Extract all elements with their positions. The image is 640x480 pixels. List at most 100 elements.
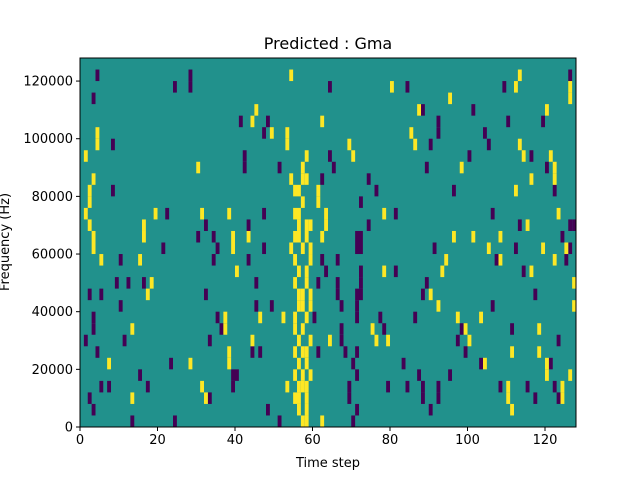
heatmap-cell-high <box>304 150 309 162</box>
heatmap-cell-high <box>390 81 394 93</box>
plot-area <box>79 57 577 428</box>
heatmap-cell-high <box>548 150 553 162</box>
y-tick-label: 120000 <box>23 75 73 90</box>
heatmap-cell-low <box>393 265 398 278</box>
heatmap-cell-high <box>138 254 143 266</box>
heatmap-cell-low <box>355 346 360 358</box>
heatmap-cell-low <box>335 277 340 289</box>
heatmap-cell-low <box>529 150 534 162</box>
heatmap-cell-high <box>564 242 569 255</box>
heatmap-cell-low <box>250 346 255 358</box>
heatmap-cell-low <box>355 230 360 243</box>
heatmap-cell-low <box>471 104 476 116</box>
heatmap-cell-low <box>401 357 406 370</box>
heatmap-cell-low <box>87 288 92 301</box>
heatmap-cell-low <box>219 323 224 335</box>
heatmap-cell-high <box>304 392 309 404</box>
heatmap-cell-high <box>142 219 146 231</box>
heatmap-cell-low <box>320 254 325 266</box>
heatmap-cell-high <box>188 357 193 370</box>
heatmap-cell-low <box>351 357 356 370</box>
heatmap-cell-high <box>537 323 542 335</box>
heatmap-cell-high <box>300 161 305 174</box>
heatmap-cell-high <box>479 311 484 324</box>
heatmap-cell-low <box>316 277 321 289</box>
heatmap-cell-low <box>548 357 553 370</box>
heatmap-cell-low <box>556 392 561 404</box>
heatmap-cell-high <box>297 380 301 393</box>
heatmap-cell-low <box>564 254 569 266</box>
heatmap-cell-high <box>529 265 534 278</box>
heatmap-cell-low <box>448 369 453 381</box>
heatmap-cell-low <box>355 369 360 381</box>
heatmap-cell-low <box>533 288 538 301</box>
y-tick-label: 40000 <box>32 305 73 320</box>
heatmap-cell-low <box>428 403 433 416</box>
heatmap-cell-high <box>498 254 503 266</box>
heatmap-cell-high <box>374 334 379 347</box>
y-tick-label: 80000 <box>32 190 73 205</box>
heatmap-cell-low <box>130 415 135 427</box>
heatmap-cell-high <box>231 230 236 243</box>
heatmap-cell-high <box>351 150 356 162</box>
chart-title: Predicted : Gma <box>264 34 392 53</box>
heatmap-cell-low <box>490 300 495 312</box>
heatmap-cell-low <box>114 277 119 289</box>
heatmap-cell-high <box>304 403 309 416</box>
heatmap-cell-high <box>556 207 561 220</box>
heatmap-cell-low <box>122 334 127 347</box>
heatmap-cell-high <box>254 104 259 116</box>
heatmap-cell-low <box>343 346 348 358</box>
heatmap-cells <box>83 69 577 427</box>
heatmap-cell-high <box>300 380 305 393</box>
heatmap-cell-high <box>436 300 441 312</box>
heatmap-cell-high <box>142 230 146 243</box>
heatmap-cell-high <box>386 334 391 347</box>
heatmap-cell-low <box>138 369 143 381</box>
heatmap-cell-low <box>91 403 96 416</box>
heatmap-cell-low <box>161 242 166 255</box>
heatmap-cell-low <box>91 323 96 335</box>
heatmap-cell-high <box>227 207 232 220</box>
heatmap-cell-high <box>304 219 309 231</box>
heatmap-cell-high <box>382 207 387 220</box>
heatmap-cell-low <box>459 323 464 335</box>
heatmap-cell-low <box>145 380 150 393</box>
heatmap-cell-low <box>207 392 212 404</box>
heatmap-cell-high <box>529 173 534 185</box>
heatmap-cell-low <box>378 311 383 324</box>
heatmap-cell-high <box>506 392 511 404</box>
heatmap-cell-high <box>428 288 433 301</box>
heatmap-cell-high <box>320 415 325 427</box>
heatmap-cell-high <box>258 311 263 324</box>
heatmap-cell-high <box>300 173 305 185</box>
heatmap-cell-low <box>502 81 507 93</box>
heatmap-cell-low <box>118 300 123 312</box>
heatmap-cell-high <box>293 277 298 289</box>
heatmap-cell-low <box>91 92 96 105</box>
heatmap-cell-high <box>223 311 228 324</box>
heatmap-cell-low <box>452 184 456 197</box>
heatmap-cell-high <box>459 161 464 174</box>
heatmap-cell-high <box>293 254 298 266</box>
heatmap-cell-low <box>262 242 267 255</box>
heatmap-cell-high <box>130 392 135 404</box>
heatmap-cell-high <box>568 369 573 381</box>
heatmap-cell-low <box>351 415 356 427</box>
heatmap-cell-high <box>200 207 205 220</box>
heatmap-cell-low <box>235 369 239 381</box>
heatmap-cell-low <box>328 81 332 93</box>
heatmap-cell-high <box>568 92 573 105</box>
heatmap-cell-high <box>289 242 294 255</box>
heatmap-cell-high <box>308 242 313 255</box>
y-tick-label: 0 <box>65 421 73 436</box>
heatmap-cell-high <box>316 184 321 197</box>
heatmap-cell-high <box>483 357 487 370</box>
heatmap-cell-low <box>277 415 282 427</box>
heatmap-cell-high <box>417 104 422 116</box>
heatmap-cell-high <box>448 92 453 105</box>
heatmap-cell-high <box>440 265 445 278</box>
heatmap-cell-low <box>568 242 573 255</box>
x-tick-label: 0 <box>76 433 84 448</box>
heatmap-cell-low <box>533 392 538 404</box>
